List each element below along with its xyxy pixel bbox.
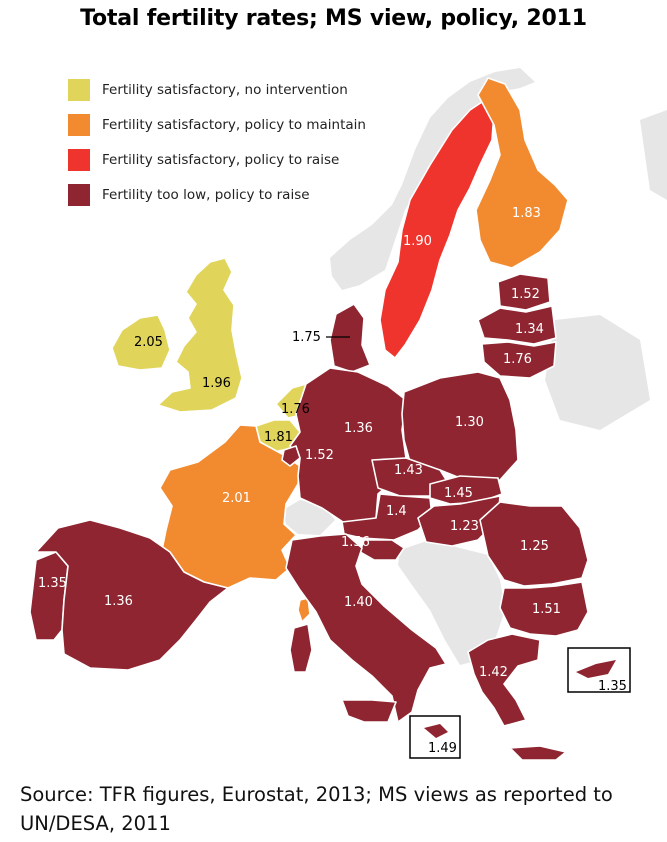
balkans-shape <box>398 540 505 665</box>
ireland-shape <box>111 314 171 371</box>
value-luxembourg: 1.52 <box>305 448 334 463</box>
crete-shape <box>509 745 567 761</box>
value-lithuania: 1.76 <box>503 352 532 367</box>
legend-label: Fertility satisfactory, policy to mainta… <box>102 117 366 133</box>
value-slovenia: 1.56 <box>341 535 370 550</box>
poland-shape <box>401 371 519 483</box>
legend-swatch <box>68 114 90 136</box>
norway-shape <box>330 68 535 290</box>
legend-swatch <box>68 149 90 171</box>
value-denmark: 1.75 <box>292 330 321 345</box>
bulgaria-shape <box>499 581 589 637</box>
value-sweden: 1.90 <box>403 234 432 249</box>
estonia-shape <box>497 273 551 311</box>
value-estonia: 1.52 <box>511 287 540 302</box>
value-portugal: 1.35 <box>38 576 67 591</box>
map-legend: Fertility satisfactory, no intervention … <box>68 76 366 216</box>
legend-item-raise: Fertility satisfactory, policy to raise <box>68 146 366 174</box>
value-latvia: 1.34 <box>515 322 544 337</box>
value-spain: 1.36 <box>104 594 133 609</box>
sardinia-shape <box>289 623 313 673</box>
value-italy: 1.40 <box>344 595 373 610</box>
spain-shape <box>35 519 229 671</box>
value-austria: 1.4 <box>386 504 407 519</box>
non-eu-land <box>283 68 667 665</box>
sweden-shape <box>379 99 495 359</box>
uk-shape <box>157 257 243 413</box>
italy-shape <box>285 533 447 723</box>
malta-shape <box>424 724 448 738</box>
iceland-shape <box>640 110 667 200</box>
value-malta: 1.49 <box>428 741 457 756</box>
luxembourg-shape <box>281 445 301 467</box>
value-france: 2.01 <box>222 491 251 506</box>
legend-label: Fertility satisfactory, policy to raise <box>102 152 340 168</box>
latvia-shape <box>477 305 557 345</box>
value-greece: 1.42 <box>479 665 508 680</box>
value-netherlands: 1.76 <box>281 402 310 417</box>
value-slovakia: 1.45 <box>444 486 473 501</box>
value-poland: 1.30 <box>455 415 484 430</box>
value-germany: 1.36 <box>344 421 373 436</box>
eu-countries <box>29 77 589 761</box>
cyprus-inset <box>567 647 631 693</box>
source-note: Source: TFR figures, Eurostat, 2013; MS … <box>20 783 613 835</box>
sicily-shape <box>341 699 397 723</box>
value-romania: 1.25 <box>520 539 549 554</box>
legend-item-too-low: Fertility too low, policy to raise <box>68 181 366 209</box>
legend-item-no-intervention: Fertility satisfactory, no intervention <box>68 76 366 104</box>
value-cyprus: 1.35 <box>598 679 627 694</box>
denmark-shape <box>329 303 371 373</box>
legend-label: Fertility too low, policy to raise <box>102 187 310 203</box>
fertility-values: 2.05 1.96 1.76 1.81 2.01 1.83 1.90 1.75 … <box>38 206 627 756</box>
value-czechia: 1.43 <box>394 463 423 478</box>
value-ireland: 2.05 <box>134 335 163 350</box>
legend-swatch <box>68 79 90 101</box>
malta-inset <box>409 715 461 759</box>
legend-swatch <box>68 184 90 206</box>
legend-item-maintain: Fertility satisfactory, policy to mainta… <box>68 111 366 139</box>
value-finland: 1.83 <box>512 206 541 221</box>
value-belgium: 1.81 <box>264 430 293 445</box>
value-hungary: 1.23 <box>450 519 479 534</box>
finland-shape <box>475 77 569 269</box>
lithuania-shape <box>481 341 557 379</box>
belarus-shape <box>545 315 650 430</box>
map-title: Total fertility rates; MS view, policy, … <box>80 6 587 31</box>
legend-label: Fertility satisfactory, no intervention <box>102 82 348 98</box>
cyprus-shape <box>576 660 616 678</box>
value-bulgaria: 1.51 <box>532 602 561 617</box>
romania-shape <box>479 501 589 587</box>
value-uk: 1.96 <box>202 376 231 391</box>
greece-shape <box>467 633 541 727</box>
